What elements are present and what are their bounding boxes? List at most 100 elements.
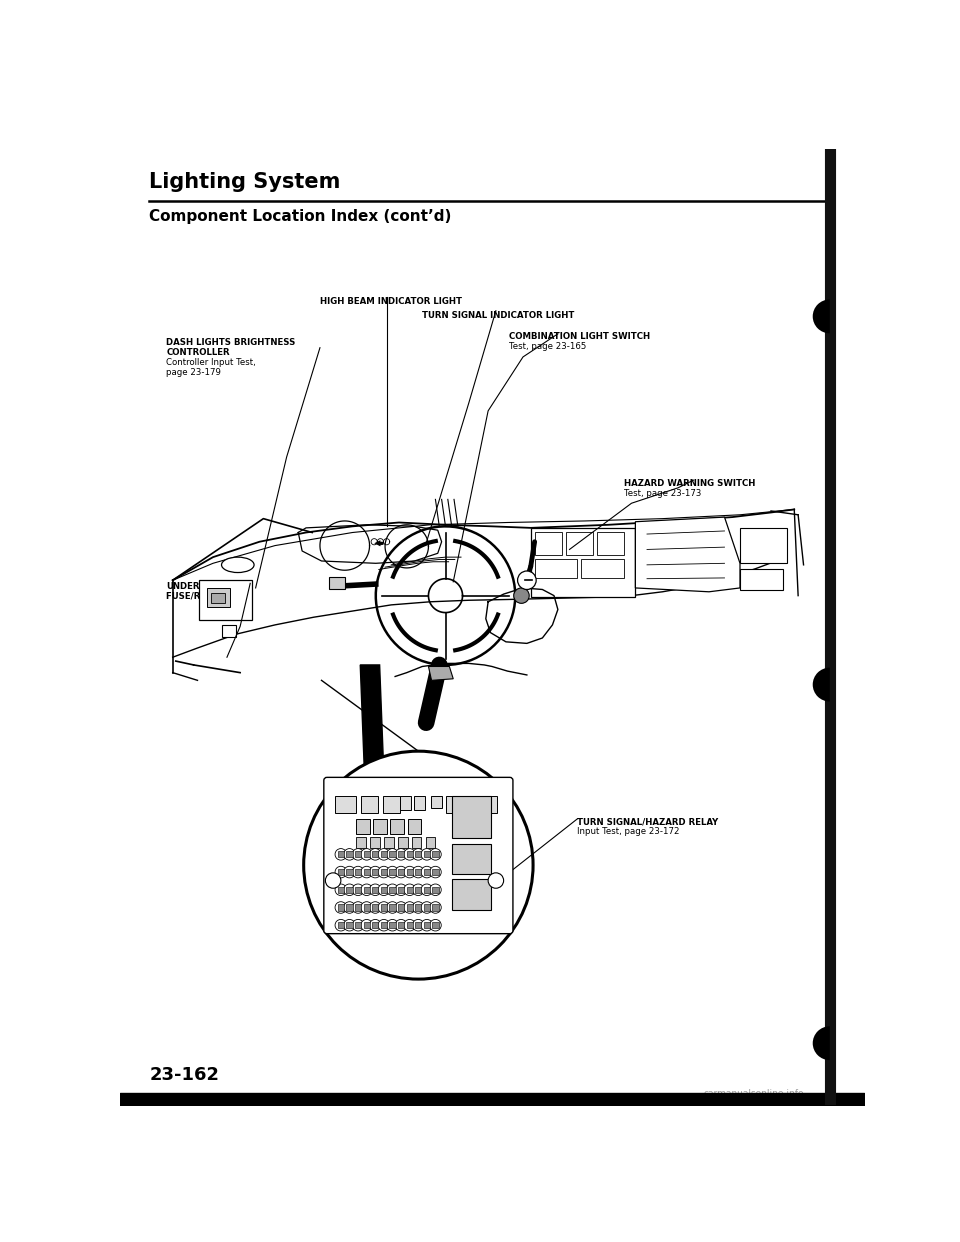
Bar <box>565 532 592 555</box>
FancyBboxPatch shape <box>324 777 513 934</box>
Bar <box>432 851 439 857</box>
Bar <box>415 869 421 876</box>
Bar <box>398 922 404 928</box>
Circle shape <box>344 884 355 895</box>
Bar <box>355 922 361 928</box>
Circle shape <box>344 919 355 932</box>
Bar <box>740 528 786 563</box>
Bar <box>390 922 396 928</box>
Bar <box>361 796 378 812</box>
Circle shape <box>344 848 355 861</box>
Bar <box>335 796 356 812</box>
Bar <box>390 904 396 910</box>
Circle shape <box>430 902 442 913</box>
Bar <box>415 851 421 857</box>
Bar <box>390 869 396 876</box>
Bar <box>415 904 421 910</box>
Circle shape <box>413 902 424 913</box>
Bar <box>347 922 352 928</box>
Text: TURN SIGNAL INDICATOR LIGHT: TURN SIGNAL INDICATOR LIGHT <box>422 310 575 319</box>
Bar <box>338 887 344 893</box>
Polygon shape <box>360 664 383 765</box>
Circle shape <box>325 873 341 888</box>
Circle shape <box>378 848 390 861</box>
Circle shape <box>370 884 381 895</box>
Bar <box>535 559 577 578</box>
Text: HIGH BEAM INDICATOR LIGHT: HIGH BEAM INDICATOR LIGHT <box>320 297 462 306</box>
Bar <box>535 532 562 555</box>
Bar <box>406 887 413 893</box>
Circle shape <box>361 884 372 895</box>
Circle shape <box>387 848 398 861</box>
Circle shape <box>404 848 416 861</box>
Text: Lighting System: Lighting System <box>150 173 341 193</box>
Bar <box>355 904 361 910</box>
Circle shape <box>370 919 381 932</box>
Bar <box>347 904 352 910</box>
Bar <box>432 922 439 928</box>
Text: HAZARD WARNING SWITCH: HAZARD WARNING SWITCH <box>624 478 756 488</box>
Bar <box>347 869 352 876</box>
Bar <box>423 922 430 928</box>
Circle shape <box>421 884 433 895</box>
Circle shape <box>430 848 442 861</box>
Circle shape <box>344 902 355 913</box>
Text: Component Location Index (cont’d): Component Location Index (cont’d) <box>150 209 452 224</box>
Bar <box>406 922 413 928</box>
Bar <box>467 796 480 812</box>
Bar <box>415 887 421 893</box>
Bar <box>432 887 439 893</box>
Bar <box>423 904 430 910</box>
Bar <box>398 904 404 910</box>
Bar <box>452 796 492 838</box>
Circle shape <box>378 902 390 913</box>
Text: TURN SIGNAL/HAZARD RELAY: TURN SIGNAL/HAZARD RELAY <box>577 817 718 826</box>
Bar <box>596 532 624 555</box>
Circle shape <box>378 919 390 932</box>
Bar <box>381 904 387 910</box>
Text: UNDER-DASH: UNDER-DASH <box>166 581 230 591</box>
Bar <box>372 851 378 857</box>
Text: COMBINATION LIGHT SWITCH: COMBINATION LIGHT SWITCH <box>509 333 650 342</box>
Circle shape <box>387 902 398 913</box>
Text: 23-162: 23-162 <box>150 1066 220 1084</box>
Circle shape <box>361 867 372 878</box>
Text: CONTROLLER: CONTROLLER <box>166 348 230 356</box>
Circle shape <box>335 919 347 932</box>
Bar <box>381 851 387 857</box>
Bar <box>364 851 370 857</box>
Bar <box>364 922 370 928</box>
Bar <box>531 528 636 597</box>
Circle shape <box>396 884 407 895</box>
Wedge shape <box>813 1026 829 1061</box>
Bar <box>415 922 421 928</box>
Bar <box>329 578 345 590</box>
Ellipse shape <box>222 558 254 573</box>
Bar <box>414 796 424 810</box>
Circle shape <box>404 867 416 878</box>
Polygon shape <box>636 517 740 591</box>
Bar <box>364 904 370 910</box>
Bar <box>355 869 361 876</box>
Bar <box>432 904 439 910</box>
Bar <box>406 869 413 876</box>
Bar <box>431 796 442 809</box>
Bar <box>381 922 387 928</box>
Bar <box>372 904 378 910</box>
Text: Input Test, page 23-172: Input Test, page 23-172 <box>577 827 680 836</box>
Text: Test, page 23-173: Test, page 23-173 <box>624 488 701 498</box>
Text: DASH LIGHTS BRIGHTNESS: DASH LIGHTS BRIGHTNESS <box>166 338 296 347</box>
Bar <box>432 869 439 876</box>
Bar <box>206 587 230 607</box>
Circle shape <box>396 902 407 913</box>
Bar <box>406 904 413 910</box>
Circle shape <box>352 867 364 878</box>
Circle shape <box>335 867 347 878</box>
Bar <box>373 818 388 835</box>
Bar <box>364 869 370 876</box>
Text: Controller Input Test,: Controller Input Test, <box>166 359 256 368</box>
Circle shape <box>404 902 416 913</box>
Circle shape <box>396 848 407 861</box>
Bar <box>372 887 378 893</box>
Text: Test, page 23-165: Test, page 23-165 <box>509 343 587 351</box>
